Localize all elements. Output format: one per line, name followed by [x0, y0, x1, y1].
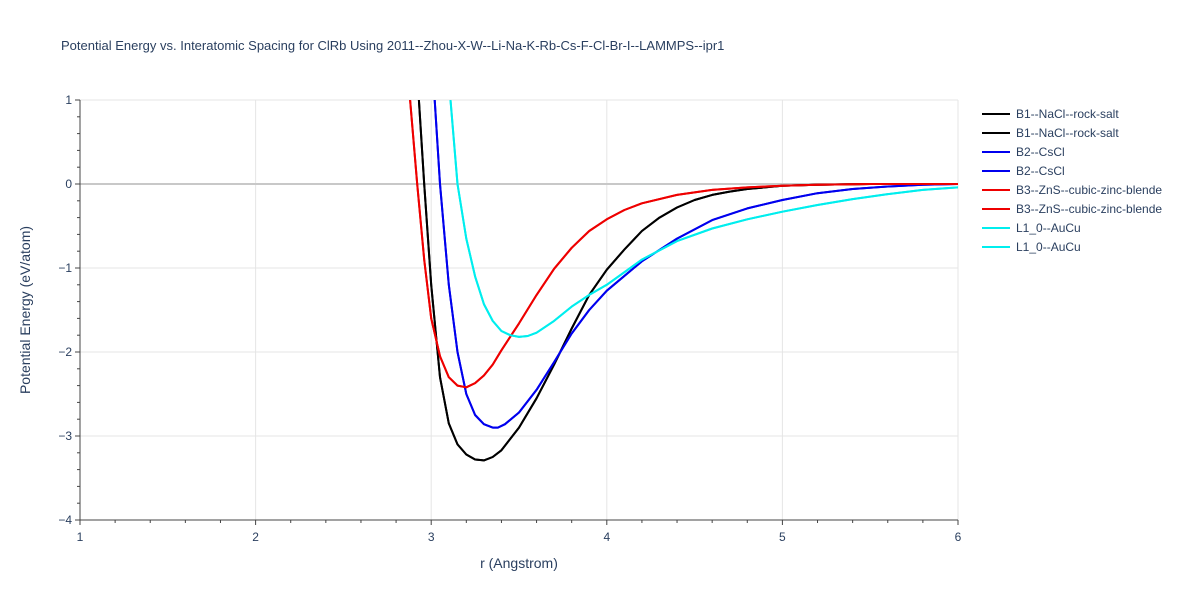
legend-entry-label: B2--CsCl: [1016, 164, 1065, 178]
x-tick-label: 1: [77, 530, 84, 544]
x-tick-label: 2: [252, 530, 259, 544]
y-tick-label: −2: [58, 345, 72, 359]
x-tick-label: 4: [603, 530, 610, 544]
y-axis-label: Potential Energy (eV/atom): [17, 226, 33, 394]
legend-entry-label: L1_0--AuCu: [1016, 221, 1081, 235]
y-tick-label: 0: [65, 177, 72, 191]
x-tick-label: 6: [955, 530, 962, 544]
series-line: [449, 100, 958, 338]
y-tick-label: −3: [58, 429, 72, 443]
x-tick-label: 5: [779, 530, 786, 544]
legend[interactable]: B1--NaCl--rock-salt B1--NaCl--rock-salt B2…: [982, 107, 1162, 254]
axes: [75, 99, 959, 525]
legend-entry-label: B3--ZnS--cubic-zinc-blende: [1016, 202, 1162, 216]
x-tick-label: 3: [428, 530, 435, 544]
y-tick-label: 1: [65, 93, 72, 107]
chart-title: Potential Energy vs. Interatomic Spacing…: [61, 38, 724, 53]
x-axis-label: r (Angstrom): [480, 555, 558, 571]
series-line: [409, 100, 958, 389]
tick-labels: 1 2 3 4 5 6 −4 −3 −2 −1 0 1: [58, 93, 961, 544]
legend-entry-label: L1_0--AuCu: [1016, 240, 1081, 254]
series-layer: [409, 100, 958, 462]
legend-entry-label: B3--ZnS--cubic-zinc-blende: [1016, 183, 1162, 197]
legend-entry-label: B1--NaCl--rock-salt: [1016, 126, 1119, 140]
y-tick-label: −1: [58, 261, 72, 275]
series-line: [417, 100, 958, 462]
series-line: [433, 100, 958, 429]
y-tick-label: −4: [58, 513, 72, 527]
legend-entry-label: B1--NaCl--rock-salt: [1016, 107, 1119, 121]
legend-entry-label: B2--CsCl: [1016, 145, 1065, 159]
